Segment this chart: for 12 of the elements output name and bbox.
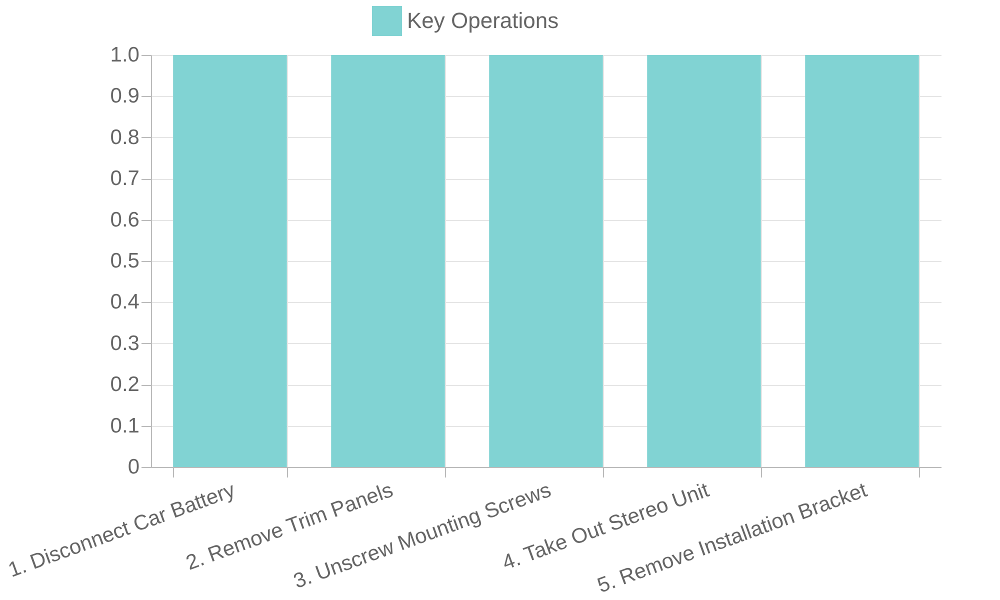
y-tick-label: 0.2 [110,373,140,396]
y-tick-label: 0.4 [110,290,140,314]
y-tick-label: 0.6 [110,208,140,232]
y-tick-label: 0.7 [110,167,140,190]
y-tick-label: 0 [128,456,140,478]
legend-label: Key Operations [407,8,559,33]
y-tick-label: 0.1 [110,414,140,438]
y-tick-label: 0.9 [110,84,140,108]
y-tick-label: 0.5 [110,250,140,272]
y-tick-label: 0.3 [110,332,140,355]
y-tick-label: 1.0 [110,44,140,66]
y-tick-label: 0.8 [110,126,140,149]
